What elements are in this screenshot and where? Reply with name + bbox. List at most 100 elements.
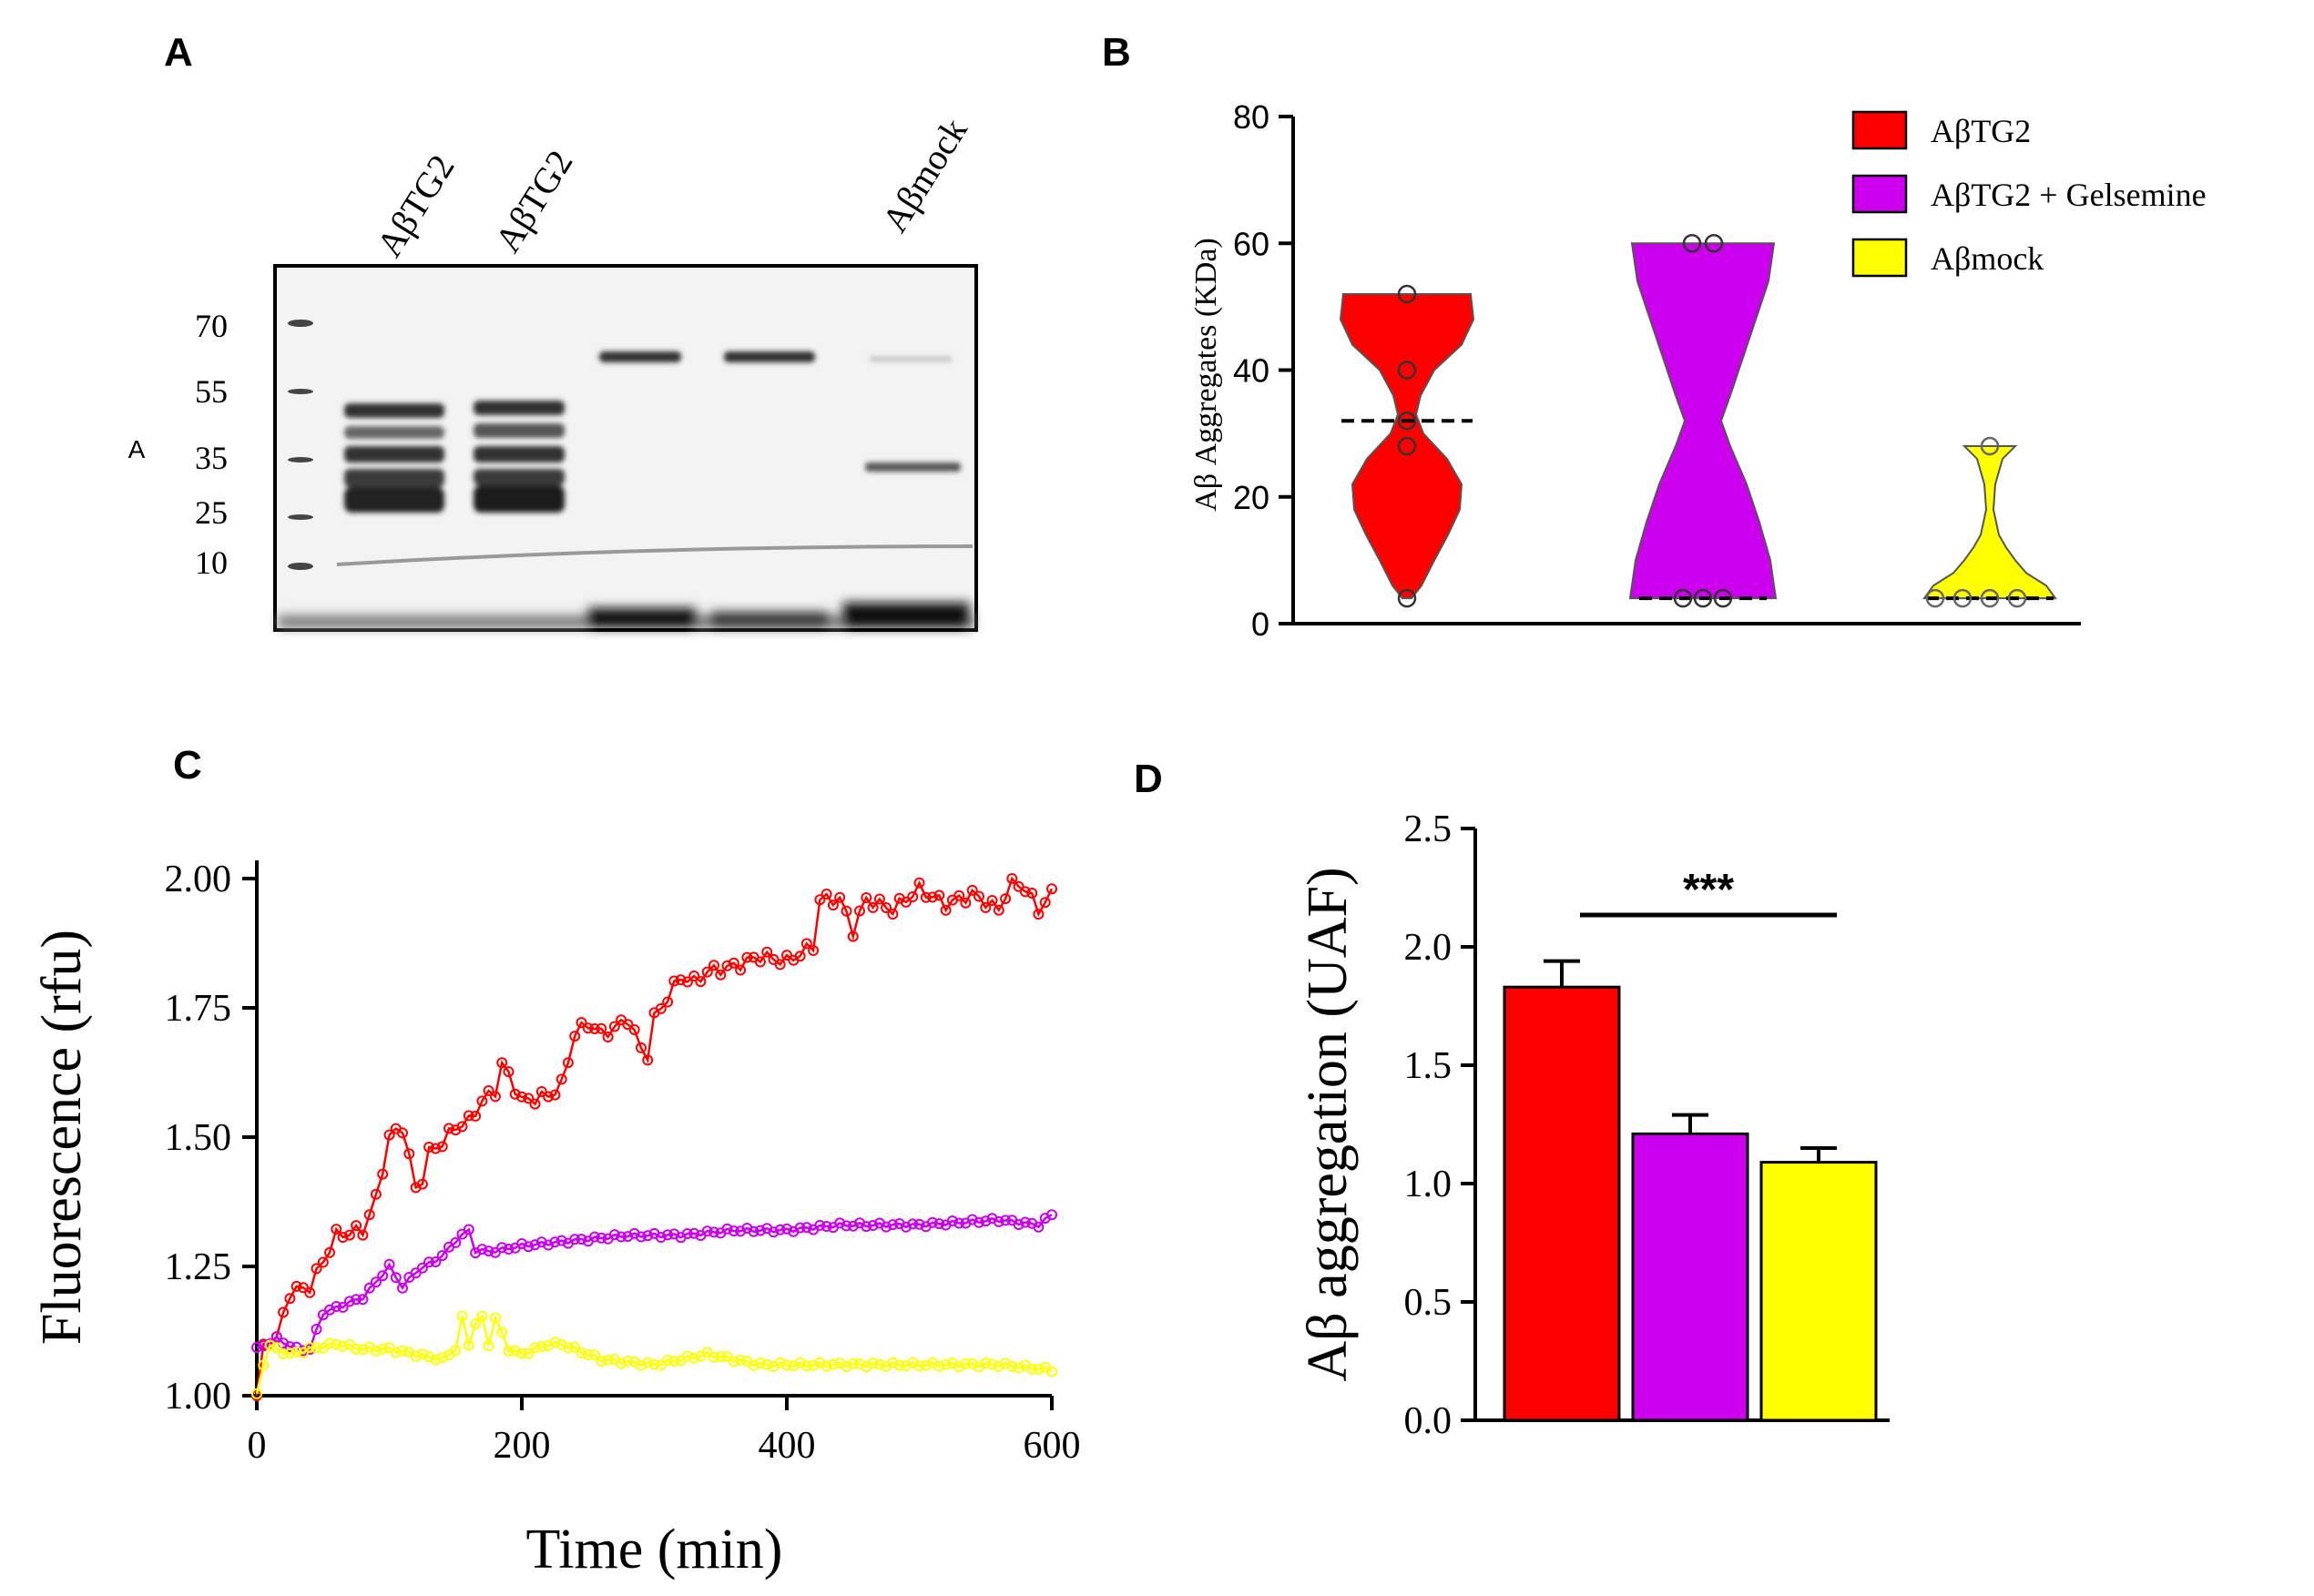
series-point-0 (496, 1057, 508, 1069)
series-point-2 (337, 1340, 349, 1352)
series-point-1 (450, 1236, 462, 1248)
series-point-0 (311, 1263, 322, 1275)
series-point-0 (317, 1256, 329, 1268)
series-point-0 (383, 1129, 395, 1141)
series-point-2 (582, 1349, 594, 1361)
d-y-axis-label: Aβ aggregation (UAF) (1297, 867, 1359, 1381)
series-point-0 (781, 950, 792, 961)
violin-point (1980, 588, 2000, 608)
series-point-1 (596, 1232, 607, 1244)
marker-label-35: 35 (195, 440, 228, 476)
series-point-1 (681, 1228, 693, 1239)
series-point-2 (827, 1358, 839, 1370)
series-point-1 (974, 1216, 984, 1228)
series-point-2 (483, 1340, 494, 1352)
series-point-1 (337, 1301, 349, 1313)
violin-point (1713, 588, 1733, 608)
series-line-2 (255, 1314, 1053, 1395)
series-point-0 (662, 996, 674, 1008)
series-point-0 (357, 1229, 369, 1241)
series-point-0 (933, 889, 945, 901)
series-point-0 (343, 1229, 355, 1241)
series-point-0 (974, 890, 984, 902)
series-point-0 (628, 1024, 640, 1035)
series-point-2 (489, 1312, 501, 1324)
series-point-0 (622, 1019, 634, 1031)
series-point-1 (430, 1256, 442, 1267)
series-point-2 (616, 1357, 627, 1369)
series-point-0 (834, 891, 846, 903)
series-point-0 (337, 1232, 349, 1243)
significance-label: *** (1683, 866, 1734, 914)
ladder-bands (288, 320, 313, 570)
series-point-1 (953, 1217, 965, 1229)
panel-c-axes: 1.00 1.25 1.50 1.75 2.00 0 200 400 600 Time (min)… (31, 859, 1081, 1581)
series-point-2 (569, 1341, 581, 1353)
series-point-1 (251, 1342, 262, 1353)
series-point-1 (1000, 1215, 1012, 1226)
legend-swatch-2 (1851, 238, 1908, 278)
series-point-0 (741, 951, 753, 963)
series-point-1 (589, 1231, 600, 1243)
series-point-0 (636, 1042, 647, 1053)
series-point-2 (867, 1357, 879, 1369)
series-point-2 (416, 1348, 428, 1360)
series-point-2 (1026, 1363, 1038, 1375)
series-point-0 (940, 904, 952, 916)
series-point-2 (463, 1339, 474, 1351)
b-y-axis-label: Aβ Aggregates (KDa) (1189, 238, 1223, 512)
bar-0 (1503, 985, 1621, 1422)
series-point-1 (1046, 1209, 1057, 1221)
series-point-1 (774, 1224, 786, 1235)
lane-3-4-bands (599, 351, 815, 362)
series-point-2 (549, 1337, 561, 1348)
series-point-2 (735, 1354, 747, 1366)
series-point-1 (768, 1226, 780, 1238)
series-point-2 (754, 1357, 766, 1369)
series-point-1 (523, 1241, 535, 1253)
c-y-tick-label: 1.25 (165, 1246, 232, 1288)
series-point-0 (774, 959, 786, 971)
series-point-0 (576, 1017, 587, 1029)
series-point-2 (423, 1351, 435, 1363)
series-point-0 (754, 956, 766, 968)
series-point-0 (331, 1224, 342, 1235)
d-y-tick-label: 0.0 (1404, 1400, 1453, 1442)
b-y-tick-label: 20 (1233, 479, 1269, 516)
series-point-1 (735, 1225, 747, 1237)
series-point-2 (496, 1327, 508, 1338)
series-point-2 (622, 1356, 634, 1367)
series-point-2 (562, 1342, 574, 1354)
c-y-tick-label: 2.00 (165, 859, 232, 900)
c-x-axis-label: Time (min) (526, 1519, 783, 1581)
series-point-0 (582, 1022, 594, 1034)
series-point-0 (370, 1188, 382, 1200)
series-point-1 (608, 1229, 620, 1241)
series-point-0 (430, 1143, 442, 1154)
series-point-2 (808, 1359, 820, 1371)
series-point-2 (596, 1356, 607, 1367)
violin-point (1693, 588, 1713, 608)
series-point-1 (966, 1214, 978, 1225)
series-point-2 (476, 1310, 488, 1322)
series-point-2 (781, 1359, 792, 1371)
series-point-1 (476, 1244, 488, 1255)
series-point-1 (927, 1216, 938, 1228)
series-point-0 (549, 1089, 561, 1101)
series-point-0 (483, 1085, 494, 1096)
series-line-1 (256, 1214, 1053, 1352)
series-point-2 (728, 1356, 739, 1367)
series-point-2 (873, 1358, 885, 1370)
series-point-0 (708, 960, 719, 971)
series-point-1 (814, 1219, 826, 1231)
series-point-2 (284, 1347, 296, 1359)
series-point-2 (351, 1343, 362, 1355)
series-point-2 (1006, 1360, 1018, 1372)
series-point-1 (907, 1218, 919, 1230)
series-point-0 (900, 896, 912, 908)
series-point-1 (331, 1301, 342, 1312)
series-point-2 (589, 1349, 600, 1361)
series-point-0 (1026, 888, 1038, 899)
series-point-0 (675, 974, 687, 986)
